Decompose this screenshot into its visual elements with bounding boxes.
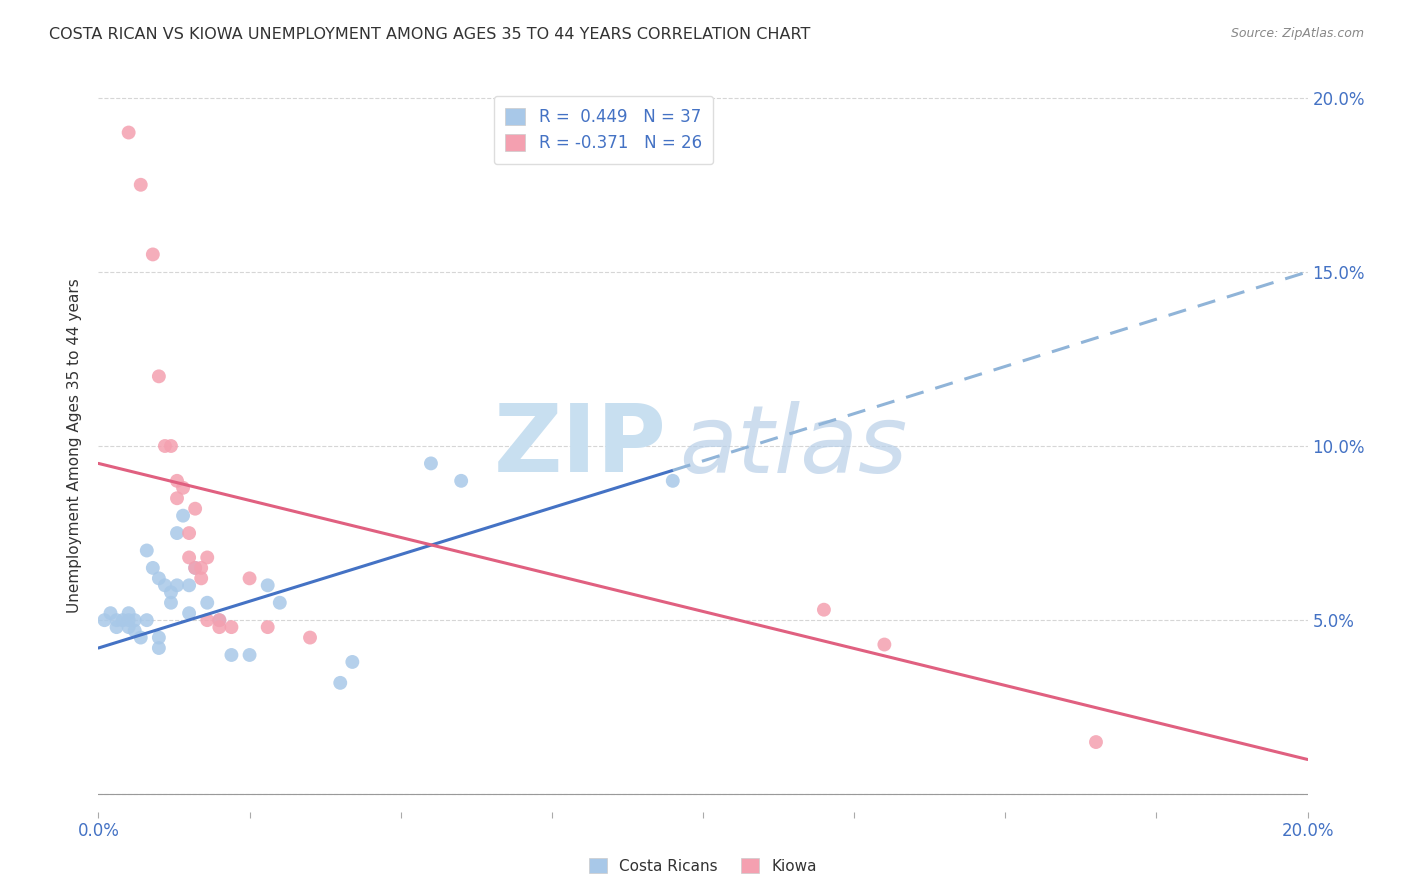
- Point: [148, 369, 170, 384]
- Point: [148, 640, 170, 655]
- Point: [239, 648, 262, 662]
- Point: [129, 178, 152, 192]
- Point: [166, 578, 188, 592]
- Point: [179, 526, 201, 541]
- Point: [166, 474, 188, 488]
- Point: [160, 439, 183, 453]
- Point: [269, 596, 291, 610]
- Point: [221, 620, 243, 634]
- Point: [135, 543, 157, 558]
- Point: [124, 613, 146, 627]
- Point: [1085, 735, 1108, 749]
- Point: [208, 613, 231, 627]
- Point: [172, 508, 194, 523]
- Point: [873, 638, 896, 652]
- Point: [221, 648, 243, 662]
- Point: [239, 571, 262, 585]
- Text: Source: ZipAtlas.com: Source: ZipAtlas.com: [1230, 27, 1364, 40]
- Point: [153, 439, 176, 453]
- Point: [195, 613, 218, 627]
- Point: [111, 613, 134, 627]
- Point: [93, 613, 115, 627]
- Point: [153, 578, 176, 592]
- Point: [329, 676, 352, 690]
- Point: [105, 613, 128, 627]
- Point: [105, 620, 128, 634]
- Point: [450, 474, 472, 488]
- Y-axis label: Unemployment Among Ages 35 to 44 years: Unemployment Among Ages 35 to 44 years: [67, 278, 83, 614]
- Point: [118, 126, 141, 140]
- Point: [148, 631, 170, 645]
- Point: [179, 578, 201, 592]
- Point: [160, 596, 183, 610]
- Point: [135, 613, 157, 627]
- Point: [124, 624, 146, 638]
- Point: [148, 571, 170, 585]
- Point: [195, 550, 218, 565]
- Point: [118, 613, 141, 627]
- Text: atlas: atlas: [679, 401, 907, 491]
- Point: [118, 620, 141, 634]
- Point: [208, 620, 231, 634]
- Point: [179, 606, 201, 620]
- Point: [118, 606, 141, 620]
- Text: ZIP: ZIP: [494, 400, 666, 492]
- Point: [100, 606, 122, 620]
- Point: [184, 561, 207, 575]
- Point: [160, 585, 183, 599]
- Legend: Costa Ricans, Kiowa: Costa Ricans, Kiowa: [583, 852, 823, 880]
- Text: COSTA RICAN VS KIOWA UNEMPLOYMENT AMONG AGES 35 TO 44 YEARS CORRELATION CHART: COSTA RICAN VS KIOWA UNEMPLOYMENT AMONG …: [49, 27, 811, 42]
- Point: [129, 631, 152, 645]
- Point: [184, 501, 207, 516]
- Point: [190, 571, 212, 585]
- Point: [256, 620, 278, 634]
- Point: [195, 596, 218, 610]
- Point: [142, 247, 165, 261]
- Point: [179, 550, 201, 565]
- Point: [166, 526, 188, 541]
- Point: [813, 603, 835, 617]
- Point: [342, 655, 364, 669]
- Legend: R =  0.449   N = 37, R = -0.371   N = 26: R = 0.449 N = 37, R = -0.371 N = 26: [494, 96, 713, 164]
- Point: [184, 561, 207, 575]
- Point: [661, 474, 683, 488]
- Point: [172, 481, 194, 495]
- Point: [166, 491, 188, 506]
- Point: [256, 578, 278, 592]
- Point: [190, 561, 212, 575]
- Point: [420, 457, 443, 471]
- Point: [142, 561, 165, 575]
- Point: [208, 613, 231, 627]
- Point: [299, 631, 322, 645]
